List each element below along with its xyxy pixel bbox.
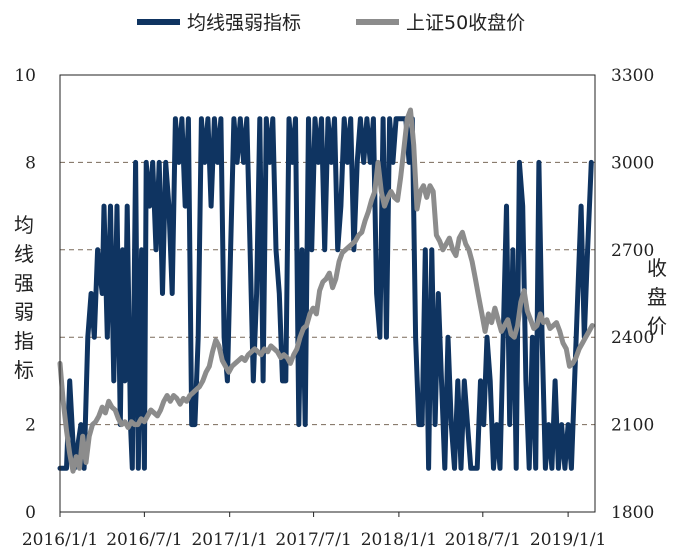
left-axis-ticks: 0 2 8 10 (14, 66, 36, 523)
right-axis-title-char: 价 (647, 314, 667, 338)
right-axis-title-char: 收 (647, 256, 667, 280)
left-axis-title-char: 指 (14, 329, 34, 353)
legend-item-ma-strength: 均线强弱指标 (137, 12, 301, 34)
left-axis-title-char: 强 (14, 271, 34, 295)
legend: 均线强弱指标 上证50收盘价 (137, 12, 525, 34)
x-tick-label: 2018/7/1 (445, 530, 521, 550)
right-tick-label: 1800 (611, 503, 654, 523)
x-tick-label: 2018/1/1 (361, 530, 437, 550)
right-tick-label: 3300 (611, 66, 654, 86)
left-axis-title-char: 弱 (14, 300, 34, 324)
right-tick-label: 3000 (611, 153, 654, 173)
plot-frame (59, 74, 596, 513)
left-tick-label: 8 (25, 153, 36, 173)
series-line-sse50 (57, 107, 595, 474)
right-axis-title-char: 盘 (647, 285, 667, 309)
series-layer (57, 107, 595, 474)
left-axis-title-char: 均 (14, 213, 34, 237)
right-axis-title: 收盘价 (647, 256, 667, 338)
legend-label-sse50: 上证50收盘价 (406, 12, 525, 34)
x-tick-label: 2017/7/1 (275, 530, 351, 550)
right-axis-ticks: 1800 2100 2400 2700 3000 3300 (611, 66, 654, 523)
legend-item-sse50: 上证50收盘价 (356, 12, 525, 34)
left-axis-title-char: 线 (14, 242, 34, 266)
legend-label-ma-strength: 均线强弱指标 (187, 12, 301, 34)
left-tick-label: 2 (25, 416, 36, 436)
right-tick-label: 2700 (611, 241, 654, 261)
right-tick-label: 2100 (611, 416, 654, 436)
right-tick-label: 2400 (611, 328, 654, 348)
left-tick-label: 0 (25, 503, 36, 523)
x-tick-label: 2017/1/1 (191, 530, 267, 550)
x-tick-label: 2019/1/1 (530, 530, 606, 550)
x-tick-label: 2016/7/1 (106, 530, 182, 550)
left-axis-title-char: 标 (14, 358, 34, 382)
left-tick-label: 10 (14, 66, 36, 86)
x-axis-ticks: 2016/1/1 2016/7/1 2017/1/1 2017/7/1 2018/1/1… (22, 512, 606, 550)
left-axis-title: 均线强弱指标 (14, 213, 34, 382)
x-tick-label: 2016/1/1 (22, 530, 98, 550)
series-line-ma-strength (57, 116, 594, 471)
